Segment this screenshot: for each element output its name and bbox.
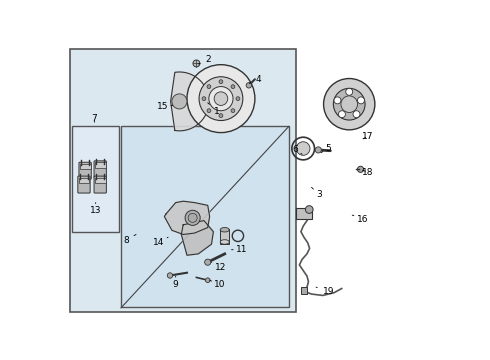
Circle shape xyxy=(358,97,365,104)
Circle shape xyxy=(346,88,353,95)
Bar xyxy=(78,177,89,183)
Circle shape xyxy=(339,111,345,118)
Circle shape xyxy=(305,206,313,213)
Circle shape xyxy=(199,77,243,121)
Text: 12: 12 xyxy=(212,262,226,272)
Polygon shape xyxy=(181,221,214,255)
Circle shape xyxy=(353,111,360,118)
Bar xyxy=(80,164,91,169)
Text: 16: 16 xyxy=(352,215,368,224)
Circle shape xyxy=(358,166,364,172)
Circle shape xyxy=(334,97,341,104)
Bar xyxy=(70,49,296,312)
Text: 5: 5 xyxy=(321,144,331,153)
Polygon shape xyxy=(171,72,209,131)
Text: 9: 9 xyxy=(173,276,178,289)
Circle shape xyxy=(219,80,223,84)
Circle shape xyxy=(246,83,251,88)
Bar xyxy=(121,126,289,307)
Circle shape xyxy=(236,97,240,100)
Circle shape xyxy=(296,142,310,155)
Text: 15: 15 xyxy=(157,102,172,111)
Circle shape xyxy=(231,109,235,113)
Bar xyxy=(95,162,106,168)
Circle shape xyxy=(315,147,321,153)
FancyBboxPatch shape xyxy=(94,176,106,193)
Text: 7: 7 xyxy=(92,113,98,122)
Bar xyxy=(95,177,106,183)
Circle shape xyxy=(207,109,211,113)
Circle shape xyxy=(187,65,255,132)
Bar xyxy=(296,208,312,219)
Circle shape xyxy=(167,273,172,278)
Bar xyxy=(301,287,307,294)
Circle shape xyxy=(172,94,187,109)
Circle shape xyxy=(207,85,211,89)
FancyBboxPatch shape xyxy=(79,162,91,179)
Text: 1: 1 xyxy=(208,103,220,116)
Text: 18: 18 xyxy=(362,168,374,177)
Circle shape xyxy=(323,78,375,130)
Text: 11: 11 xyxy=(231,245,247,254)
Text: 13: 13 xyxy=(90,203,101,215)
Circle shape xyxy=(188,213,197,222)
Circle shape xyxy=(202,97,206,100)
FancyBboxPatch shape xyxy=(78,176,90,193)
Circle shape xyxy=(205,278,210,283)
Circle shape xyxy=(341,96,358,112)
Text: 10: 10 xyxy=(210,280,226,289)
Text: 14: 14 xyxy=(153,237,168,247)
Text: 3: 3 xyxy=(312,187,322,199)
Bar xyxy=(220,229,229,244)
Bar xyxy=(72,126,119,232)
Text: 19: 19 xyxy=(316,287,334,296)
Circle shape xyxy=(219,114,223,118)
Circle shape xyxy=(333,88,365,120)
Ellipse shape xyxy=(220,228,229,232)
Circle shape xyxy=(231,85,235,89)
Circle shape xyxy=(209,86,233,111)
Text: 2: 2 xyxy=(198,55,211,64)
Ellipse shape xyxy=(220,240,229,244)
Text: 8: 8 xyxy=(123,234,136,244)
Text: 17: 17 xyxy=(362,131,374,140)
FancyBboxPatch shape xyxy=(94,161,106,178)
Circle shape xyxy=(214,92,228,105)
Text: 4: 4 xyxy=(249,75,262,84)
Circle shape xyxy=(205,259,211,265)
Text: 6: 6 xyxy=(293,145,302,154)
Circle shape xyxy=(193,60,200,67)
Polygon shape xyxy=(164,201,210,234)
Circle shape xyxy=(185,210,200,225)
